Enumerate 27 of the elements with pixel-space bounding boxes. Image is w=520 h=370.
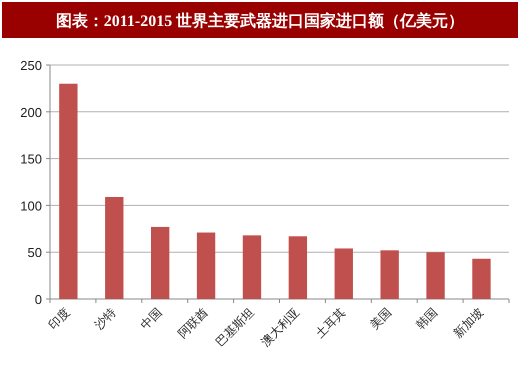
y-tick-label: 250: [20, 58, 42, 73]
bar: [150, 226, 170, 299]
bar: [334, 248, 353, 299]
x-tick-label: 中国: [138, 305, 165, 332]
x-tick-label: 巴基斯坦: [212, 305, 256, 350]
y-tick-label: 200: [20, 104, 42, 120]
bar: [59, 84, 78, 299]
bar: [242, 235, 262, 299]
y-tick-label: 150: [20, 152, 42, 167]
y-tick-label: 0: [34, 292, 42, 307]
y-tick-label: 100: [20, 198, 42, 214]
x-tick-label: 阿联酋: [175, 305, 210, 341]
x-tick-label: 新加坡: [450, 305, 486, 341]
bar: [380, 250, 399, 299]
x-tick-label: 印度: [46, 305, 73, 332]
bar: [426, 252, 445, 299]
x-tick-label: 美国: [367, 305, 394, 332]
bar: [105, 196, 124, 299]
x-tick-label: 澳大利亚: [258, 305, 302, 350]
y-tick-label: 50: [28, 245, 42, 260]
bar: [288, 236, 308, 299]
bar: [472, 258, 491, 299]
chart-title: 图表：2011-2015 世界主要武器进口国家进口额（亿美元）: [56, 11, 464, 30]
x-tick-label: 土耳其: [312, 305, 348, 341]
x-tick-label: 韩国: [413, 305, 440, 332]
bar: [196, 232, 216, 299]
x-tick-label: 沙特: [92, 305, 119, 332]
